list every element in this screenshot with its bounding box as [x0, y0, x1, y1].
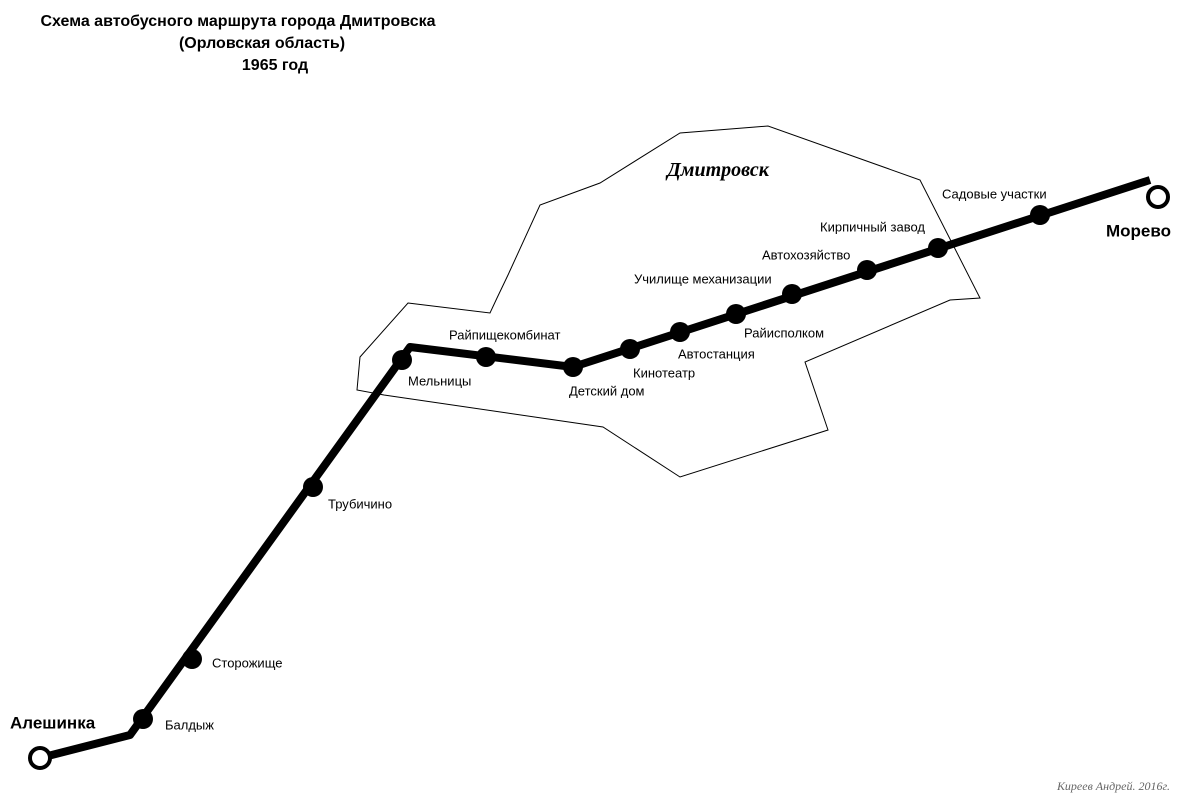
stop-label: Кирпичный завод — [820, 219, 925, 234]
title-line: Схема автобусного маршрута города Дмитро… — [40, 13, 435, 30]
stop-dot — [782, 284, 802, 304]
stop-dot — [476, 347, 496, 367]
terminus-label: Морево — [1106, 221, 1171, 240]
stop-dot — [133, 709, 153, 729]
terminus — [28, 746, 52, 770]
city-label: Дмитровск — [665, 159, 770, 181]
stop-label: Трубичино — [328, 496, 392, 511]
stop-dot — [303, 477, 323, 497]
terminus — [1146, 185, 1170, 209]
stop-label: Училище механизации — [634, 271, 772, 286]
route-line — [39, 176, 1152, 762]
stop-dot — [182, 649, 202, 669]
stop-label: Райисполком — [744, 325, 824, 340]
stop-dot — [1030, 205, 1050, 225]
stop-label: Мельницы — [408, 373, 471, 388]
stop-label: Садовые участки — [942, 186, 1047, 201]
stop-dot — [670, 322, 690, 342]
stop-dot — [620, 339, 640, 359]
title-line: (Орловская область) — [179, 35, 345, 52]
stop-dot — [726, 304, 746, 324]
stop-dot — [857, 260, 877, 280]
stop-dot — [928, 238, 948, 258]
stop-label: Райпищекомбинат — [449, 327, 560, 342]
stop-label: Автостанция — [678, 346, 755, 361]
stop-label: Кинотеатр — [633, 365, 695, 380]
stop-label: Сторожище — [212, 655, 282, 670]
stop-label: Детский дом — [569, 383, 645, 398]
stop-dot — [392, 350, 412, 370]
stop-label: Балдыж — [165, 717, 214, 732]
credit: Киреев Андрей. 2016г. — [1056, 779, 1170, 793]
stop-dot — [563, 357, 583, 377]
terminus-label: Алешинка — [10, 713, 96, 732]
title-line: 1965 год — [242, 57, 308, 74]
stop-label: Автохозяйство — [762, 247, 850, 262]
city-boundary — [356, 125, 981, 478]
